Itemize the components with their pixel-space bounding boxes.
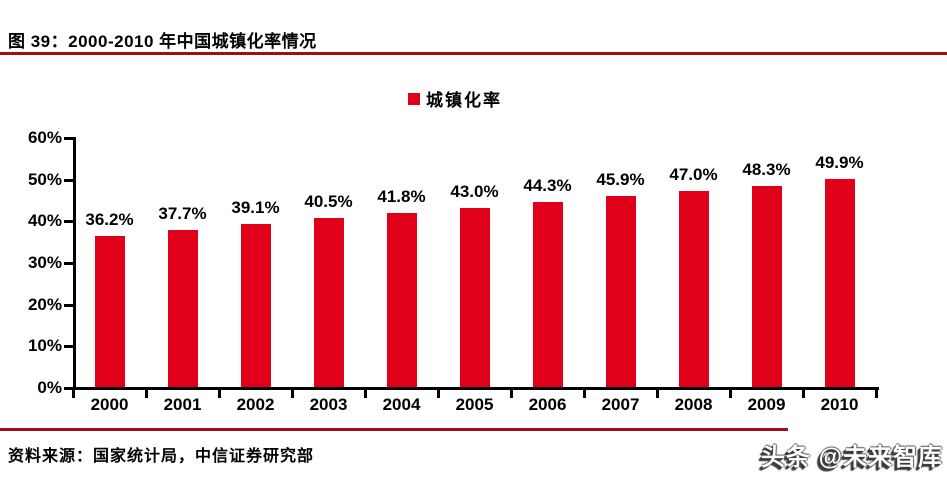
x-axis-tick [72, 390, 75, 398]
y-axis-tick [64, 137, 73, 140]
y-axis-tick [64, 303, 73, 307]
x-axis-tick [291, 390, 294, 398]
bar-value-label: 48.3% [742, 159, 791, 179]
x-axis-label: 2005 [455, 395, 494, 414]
x-axis-tick [218, 390, 221, 398]
y-axis-tick [64, 387, 73, 390]
x-axis-label: 2003 [309, 395, 348, 414]
source-note: 资料来源：国家统计局，中信证券研究部 [8, 448, 315, 465]
y-axis-label: 0% [37, 378, 62, 397]
y-axis-label: 40% [27, 211, 62, 231]
bar-value-label: 36.2% [85, 210, 134, 230]
x-axis-label: 2004 [382, 395, 421, 414]
y-axis-tick [64, 262, 73, 265]
bar-2002 [240, 224, 271, 387]
x-axis-tick [583, 390, 586, 398]
x-axis-tick [875, 390, 878, 398]
y-axis-label: 20% [27, 294, 62, 314]
bar-value-label: 45.9% [596, 169, 645, 189]
bar-value-label: 44.3% [523, 176, 572, 196]
bar-2008 [678, 191, 709, 387]
header-divider [0, 52, 947, 55]
y-axis-tick [64, 345, 73, 349]
x-axis-line [73, 387, 879, 390]
x-axis-tick [729, 390, 732, 398]
x-axis-tick [437, 390, 440, 398]
x-axis-tick [802, 390, 805, 398]
x-axis-label: 2006 [528, 395, 567, 414]
figure-title: 图 39：2000-2010 年中国城镇化率情况 [8, 32, 317, 51]
x-axis-label: 2007 [601, 395, 640, 414]
footer-divider [0, 428, 947, 431]
watermark-backdrop [788, 423, 947, 478]
bar-value-label: 37.7% [158, 203, 207, 223]
bar-2006 [532, 202, 563, 387]
bar-2009 [751, 185, 782, 387]
x-axis-label: 2002 [236, 395, 275, 414]
bar-value-label: 47.0% [669, 165, 718, 185]
bar-value-label: 40.5% [304, 192, 353, 212]
bar-2003 [313, 218, 344, 387]
bar-2000 [94, 236, 125, 387]
bar-2010 [824, 179, 855, 387]
watermark: 头条 @未来智库 [760, 444, 943, 471]
bar-value-label: 39.1% [231, 198, 280, 218]
x-axis-label: 2010 [820, 395, 859, 414]
bar-2004 [386, 212, 417, 387]
x-axis-label: 2001 [163, 395, 202, 414]
x-axis-label: 2000 [90, 395, 129, 414]
x-axis-label: 2008 [674, 395, 713, 414]
bar-2005 [459, 207, 490, 387]
x-axis-tick [656, 390, 659, 398]
legend-label: 城镇化率 [426, 91, 502, 110]
bar-2007 [605, 195, 636, 387]
x-axis-tick [364, 390, 367, 398]
bar-value-label: 49.9% [815, 153, 864, 173]
legend: 城镇化率 [408, 86, 502, 111]
y-axis-label: 50% [27, 169, 62, 189]
y-axis-tick [64, 178, 73, 182]
x-axis-tick [510, 390, 513, 398]
y-axis-tick [64, 220, 73, 224]
y-axis-label: 10% [27, 336, 62, 356]
legend-marker-swatch [408, 92, 420, 105]
bar-value-label: 43.0% [450, 181, 499, 201]
y-axis-line [73, 137, 76, 390]
y-axis-label: 30% [27, 253, 62, 272]
bar-2001 [167, 229, 198, 387]
bar-value-label: 41.8% [377, 186, 426, 206]
y-axis-label: 60% [27, 128, 62, 147]
x-axis-tick [145, 390, 148, 398]
x-axis-label: 2009 [747, 395, 786, 414]
